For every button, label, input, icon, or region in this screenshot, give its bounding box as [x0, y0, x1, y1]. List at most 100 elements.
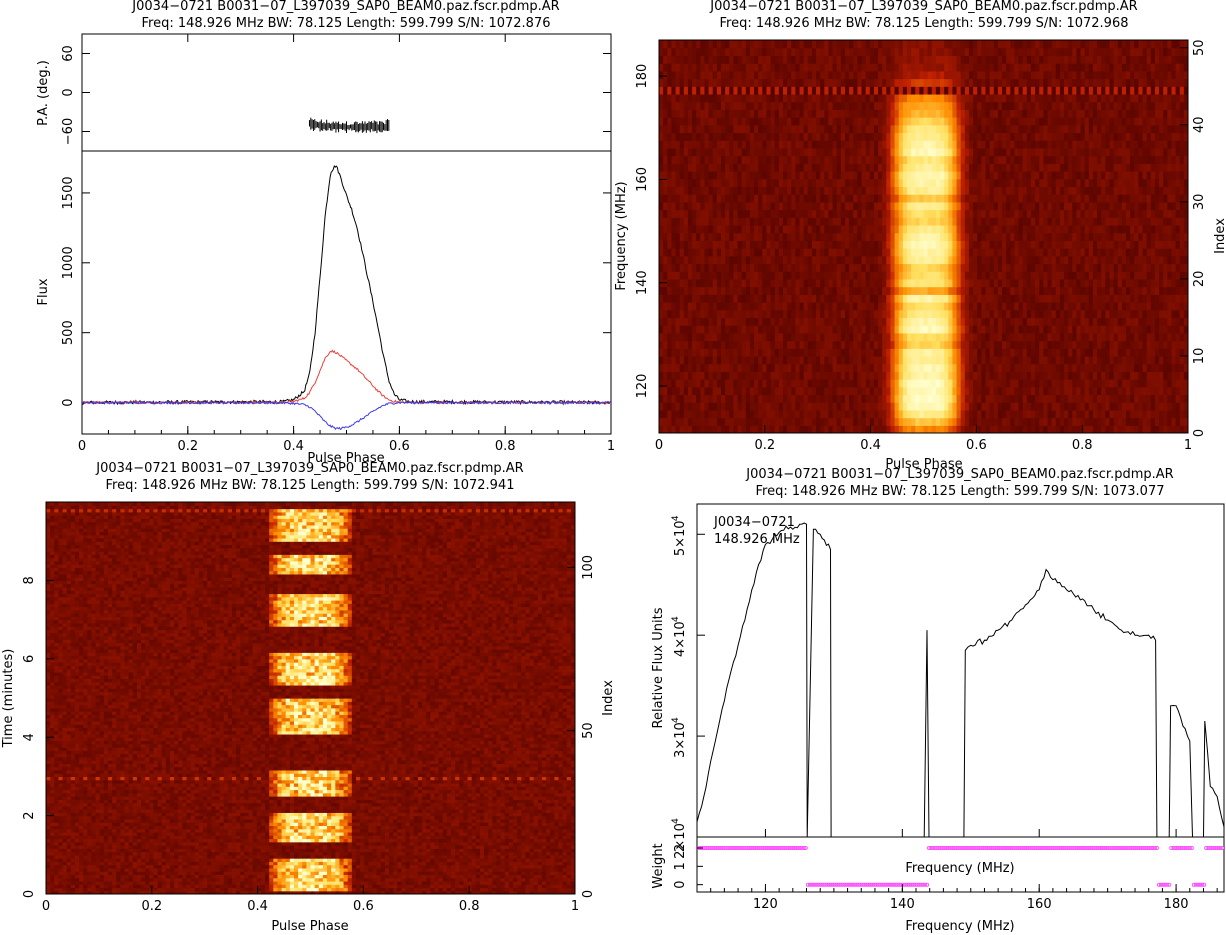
fp-cell [1101, 325, 1106, 334]
fp-cell [803, 325, 809, 334]
fp-cell [1064, 317, 1069, 326]
fp-cell [960, 224, 966, 234]
fp-cell [766, 340, 772, 349]
fp-cell [1105, 171, 1111, 180]
fp-cell [1059, 271, 1065, 280]
fp-cell [749, 409, 755, 419]
fp-cell [1159, 240, 1164, 249]
fp-cell [1088, 425, 1094, 433]
flux-ytick-label: 500 [61, 320, 76, 345]
fp-cell [977, 355, 982, 365]
fp-cell [902, 240, 908, 249]
fp-cell [923, 386, 929, 396]
fp-cell [985, 255, 991, 265]
fp-cell [1018, 402, 1024, 411]
fp-cell [824, 240, 830, 249]
profile-xtick-label: 1 [607, 439, 615, 454]
fp-cell [898, 317, 904, 326]
fp-cell [692, 394, 697, 403]
fp-cell [659, 348, 664, 357]
fp-cell [1142, 425, 1148, 433]
fp-cell [940, 147, 945, 157]
fp-cell [667, 379, 672, 388]
fp-cell [1175, 163, 1181, 172]
fp-cell [1092, 255, 1098, 265]
fp-cell [795, 217, 801, 226]
fp-cell [952, 155, 958, 164]
fp-cell [1072, 309, 1078, 319]
profile-xtick-label: 0.2 [177, 439, 198, 454]
fp-cell [663, 402, 668, 411]
fp-cell [919, 363, 925, 372]
fp-cell [737, 209, 743, 218]
fp-cell [1014, 224, 1020, 234]
fp-cell [803, 309, 809, 319]
fp-cell [729, 425, 734, 433]
fp-cell [679, 140, 685, 149]
fp-cell [886, 194, 892, 203]
fp-cell [1014, 263, 1020, 272]
fp-cell [758, 178, 763, 188]
fp-cell [1002, 171, 1007, 180]
fp-cell [1121, 178, 1127, 188]
fp-cell [754, 263, 759, 272]
fp-cell [659, 355, 664, 365]
fp-cell [915, 394, 920, 403]
fp-cell [952, 425, 958, 433]
fp-cell [878, 309, 883, 319]
fp-cell [836, 271, 842, 280]
fp-cell [997, 363, 1003, 372]
fp-cell [898, 240, 904, 249]
fp-cell [853, 348, 858, 357]
fp-cell [1159, 386, 1164, 396]
fp-cell [878, 379, 883, 388]
fp-cell [778, 286, 784, 295]
fp-cell [832, 317, 838, 326]
fp-cell [795, 386, 801, 396]
fp-cell [1121, 217, 1127, 226]
fp-cell [795, 317, 801, 326]
fp-cell [840, 232, 846, 241]
fp-cell [725, 286, 730, 295]
fp-cell [944, 409, 949, 419]
fp-cell [915, 178, 920, 188]
fp-cell [816, 302, 821, 311]
fp-cell [1006, 263, 1011, 272]
fp-cell [1084, 248, 1090, 257]
fp-cell [832, 201, 838, 211]
fp-cell [973, 147, 978, 157]
fp-cell [977, 155, 982, 164]
fp-cell [997, 217, 1003, 226]
fp-cell [1171, 340, 1177, 349]
fp-cell [820, 417, 825, 426]
fp-cell [878, 209, 883, 218]
fp-cell [919, 240, 925, 249]
fp-cell [1179, 340, 1185, 349]
fp-cell [906, 325, 912, 334]
fp-cell [733, 201, 739, 211]
fp-cell [1105, 325, 1111, 334]
fp-cell [1167, 417, 1173, 426]
fp-cell [692, 294, 697, 303]
fp-cell [1039, 209, 1044, 218]
fp-cell [940, 240, 945, 249]
fp-cell [1134, 402, 1139, 411]
fp-cell [944, 379, 949, 388]
fp-cell [1064, 186, 1069, 195]
fp-cell [861, 209, 867, 218]
fp-cell [1113, 271, 1119, 280]
fp-cell [840, 140, 846, 149]
fp-cell [902, 263, 908, 272]
fp-cell [1076, 217, 1082, 226]
fp-heatmap-cells [659, 40, 1188, 433]
fp-cell [1072, 379, 1078, 388]
fp-cell [733, 194, 739, 203]
fp-cell [716, 255, 722, 265]
fp-cell [1146, 255, 1152, 265]
fp-cell [1097, 186, 1102, 195]
fp-cell [1014, 147, 1020, 157]
fp-cell [1179, 224, 1185, 234]
fp-cell [923, 186, 929, 195]
fp-cell [679, 147, 685, 157]
fp-cell [811, 325, 817, 334]
